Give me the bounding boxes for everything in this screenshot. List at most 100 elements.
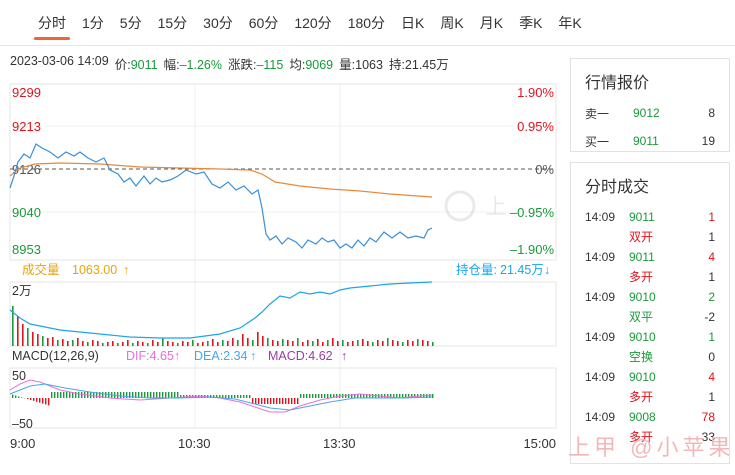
macd-bar: [318, 394, 320, 398]
macd-dif: DIF:4.65: [126, 349, 174, 363]
tab-weekly[interactable]: 周K: [440, 14, 464, 31]
macd-bar: [354, 394, 356, 398]
macd-bar: [303, 394, 305, 398]
volume-bar: [272, 340, 274, 346]
price-line: [9, 143, 433, 249]
macd-bar: [399, 394, 401, 398]
info-volume: 量:1063: [339, 58, 383, 72]
volume-bar: [377, 340, 379, 346]
tab-60min[interactable]: 60分: [248, 14, 279, 31]
macd-bar: [258, 398, 260, 404]
tab-30min[interactable]: 30分: [203, 14, 233, 31]
volume-bar: [102, 343, 104, 346]
macd-up-arrow-icon: ↑: [341, 349, 347, 363]
macd-bar: [39, 398, 41, 403]
volume-bar: [127, 340, 129, 346]
time-tick: 15:00: [523, 436, 556, 451]
macd-bar: [237, 395, 239, 398]
volume-bar: [287, 340, 289, 346]
timeshare-chart[interactable]: 9299 9213 9126 9040 8953 1.90% 0.95% 0% …: [0, 78, 560, 458]
macd-bar: [75, 392, 77, 398]
macd-bar: [249, 395, 251, 398]
macd-bar: [432, 394, 434, 398]
info-datetime: 2023-03-06 14:09: [10, 54, 109, 68]
macd-axis-top: 50: [12, 369, 26, 383]
macd-bar: [252, 398, 254, 404]
tab-1min[interactable]: 1分: [82, 14, 104, 31]
volume-bar: [342, 340, 344, 346]
macd-bar: [15, 395, 17, 398]
trade-list: 14:09 9011 1 双开 1 14:09 9011 4 多开 1 14:09 9010 2…: [585, 210, 715, 444]
tab-quarterly[interactable]: 季K: [519, 14, 543, 31]
volume-bar: [137, 341, 139, 346]
tab-daily[interactable]: 日K: [401, 14, 425, 31]
macd-bar: [57, 392, 59, 398]
macd-bar: [144, 392, 146, 398]
volume-bar: [422, 340, 424, 346]
volume-bar: [117, 343, 119, 346]
pct-tick: –0.95%: [510, 205, 555, 220]
macd-bar: [51, 392, 53, 398]
macd-value: MACD:4.62: [268, 349, 333, 363]
macd-bar: [288, 398, 290, 404]
macd-bar: [108, 392, 110, 398]
info-range: 幅:–1.26%: [163, 58, 222, 72]
macd-bar: [219, 395, 221, 398]
pct-tick: 0.95%: [517, 119, 554, 134]
volume-bar: [277, 341, 279, 346]
tab-120min[interactable]: 120分: [294, 14, 332, 31]
macd-bar: [273, 398, 275, 404]
volume-bar: [317, 339, 319, 346]
volume-bar: [382, 341, 384, 346]
macd-panel-frame: [9, 367, 557, 429]
macd-bar: [27, 398, 29, 400]
macd-bar: [78, 392, 80, 398]
volume-bar: [322, 342, 324, 346]
macd-bar: [351, 394, 353, 398]
macd-bar: [387, 394, 389, 398]
tab-15min[interactable]: 15分: [157, 14, 188, 31]
tab-180min[interactable]: 180分: [347, 14, 386, 31]
volume-bar: [347, 342, 349, 346]
macd-bar: [321, 394, 323, 398]
macd-bar: [165, 392, 167, 398]
volume-bar: [47, 338, 49, 346]
macd-bar: [162, 392, 164, 398]
macd-bar: [285, 398, 287, 404]
volume-bar: [217, 342, 219, 346]
macd-bar: [174, 392, 176, 398]
volume-bar: [297, 338, 299, 346]
macd-bar: [294, 398, 296, 404]
macd-bar: [324, 394, 326, 398]
macd-bar: [315, 394, 317, 398]
volume-bar: [312, 341, 314, 346]
pct-tick: 1.90%: [517, 85, 554, 100]
volume-bar: [352, 341, 354, 346]
tab-yearly[interactable]: 年K: [558, 14, 582, 31]
ask-row: 卖一 9012 8: [585, 106, 715, 121]
macd-bar: [333, 394, 335, 398]
volume-bar: [142, 342, 144, 346]
volume-panel-frame: [9, 281, 557, 347]
volume-bar: [197, 343, 199, 346]
tab-timeshare[interactable]: 分时: [30, 0, 74, 46]
trades-title: 分时成交: [585, 179, 650, 196]
macd-bar: [306, 394, 308, 398]
macd-bar: [222, 395, 224, 398]
macd-bar: [360, 394, 362, 398]
volume-bar: [52, 337, 54, 346]
macd-bar: [372, 394, 374, 398]
avg-price-line: [9, 162, 433, 198]
macd-bar: [129, 392, 131, 398]
quote-box: 行情报价 卖一 9012 8 买一 9011 19: [570, 58, 730, 152]
macd-bar: [366, 394, 368, 398]
macd-bar: [363, 394, 365, 398]
tab-monthly[interactable]: 月K: [479, 14, 504, 31]
macd-bar: [228, 395, 230, 398]
tab-5min[interactable]: 5分: [119, 14, 142, 31]
volume-axis-top: 2万: [12, 284, 31, 298]
macd-bar: [147, 392, 149, 398]
macd-bar: [81, 392, 83, 398]
volume-bar: [407, 340, 409, 346]
macd-bar: [180, 395, 182, 398]
